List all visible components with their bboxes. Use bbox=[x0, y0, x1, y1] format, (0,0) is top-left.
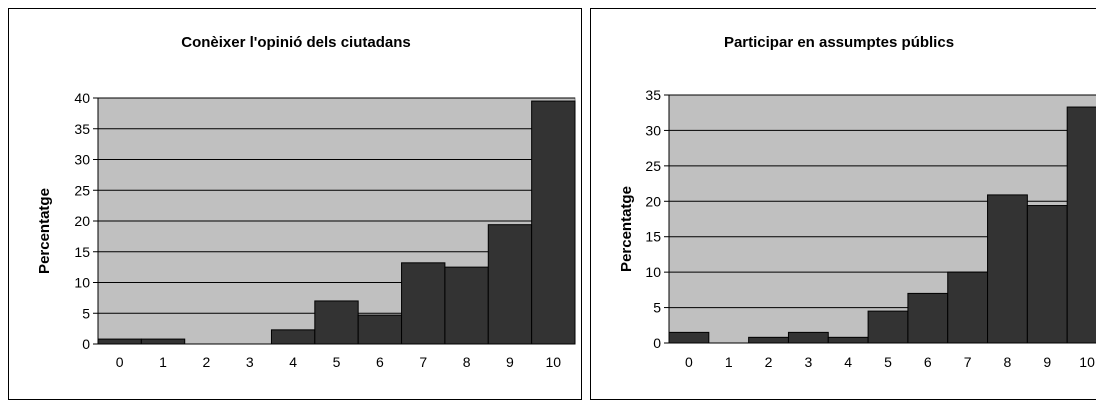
bar bbox=[444, 266, 489, 345]
y-tick-label: 30 bbox=[645, 122, 661, 138]
x-tick-label: 10 bbox=[546, 354, 562, 370]
x-tick-label: 0 bbox=[116, 354, 124, 370]
x-tick-label: 3 bbox=[246, 354, 254, 370]
bar bbox=[401, 262, 446, 345]
bar bbox=[140, 338, 186, 345]
y-tick-label: 10 bbox=[645, 264, 661, 280]
x-tick-label: 0 bbox=[685, 354, 693, 370]
bar bbox=[531, 100, 576, 345]
y-axis-label: Percentatge bbox=[618, 186, 635, 272]
x-tick-label: 2 bbox=[765, 354, 773, 370]
bar bbox=[314, 300, 359, 345]
x-tick-label: 9 bbox=[506, 354, 514, 370]
x-tick-label: 8 bbox=[1004, 354, 1012, 370]
bar bbox=[357, 314, 403, 345]
x-tick-label: 9 bbox=[1043, 354, 1051, 370]
bar bbox=[787, 331, 829, 344]
y-tick-label: 40 bbox=[74, 90, 90, 106]
x-tick-label: 4 bbox=[844, 354, 852, 370]
y-tick-label: 15 bbox=[74, 244, 90, 260]
bar bbox=[487, 224, 533, 345]
y-tick-label: 35 bbox=[645, 87, 661, 103]
x-tick-label: 5 bbox=[333, 354, 341, 370]
x-tick-label: 5 bbox=[884, 354, 892, 370]
y-tick-label: 25 bbox=[645, 158, 661, 174]
chart-svg-participar: Participar en assumptes públics Percenta… bbox=[618, 34, 1096, 370]
y-tick-label: 20 bbox=[74, 213, 90, 229]
bar bbox=[987, 194, 1028, 344]
chart-title: Conèixer l'opinió dels ciutadans bbox=[181, 34, 410, 51]
x-tick-label: 2 bbox=[203, 354, 211, 370]
x-tick-label: 4 bbox=[289, 354, 297, 370]
y-axis-label: Percentatge bbox=[36, 188, 53, 274]
bar bbox=[947, 271, 989, 344]
y-tick-label: 5 bbox=[82, 305, 90, 321]
bar bbox=[748, 336, 789, 344]
y-tick-label: 10 bbox=[74, 275, 90, 291]
chart-title: Participar en assumptes públics bbox=[724, 34, 954, 51]
x-tick-label: 3 bbox=[804, 354, 812, 370]
x-tick-label: 8 bbox=[463, 354, 471, 370]
bar bbox=[1066, 106, 1096, 344]
y-tick-label: 35 bbox=[74, 121, 90, 137]
y-tick-label: 30 bbox=[74, 152, 90, 168]
x-tick-label: 7 bbox=[964, 354, 972, 370]
chart-panel-participar: Participar en assumptes públics Percenta… bbox=[590, 8, 1096, 400]
x-tick-label: 6 bbox=[376, 354, 384, 370]
chart-panel-opinio: Conèixer l'opinió dels ciutadans Percent… bbox=[8, 8, 582, 400]
y-tick-label: 0 bbox=[653, 335, 661, 351]
y-tick-label: 15 bbox=[645, 229, 661, 245]
bar bbox=[907, 292, 949, 344]
x-tick-label: 10 bbox=[1079, 354, 1095, 370]
bar bbox=[668, 331, 710, 344]
bar bbox=[97, 338, 142, 345]
bar bbox=[1026, 205, 1068, 344]
y-tick-label: 25 bbox=[74, 182, 90, 198]
bar bbox=[827, 336, 869, 344]
y-tick-label: 0 bbox=[82, 336, 90, 352]
chart-svg-opinio: Conèixer l'opinió dels ciutadans Percent… bbox=[36, 34, 576, 370]
x-tick-label: 6 bbox=[924, 354, 932, 370]
y-tick-label: 5 bbox=[653, 300, 661, 316]
x-tick-label: 1 bbox=[159, 354, 167, 370]
x-tick-label: 1 bbox=[725, 354, 733, 370]
bar bbox=[867, 310, 909, 344]
y-tick-label: 20 bbox=[645, 193, 661, 209]
x-tick-label: 7 bbox=[419, 354, 427, 370]
bar bbox=[270, 329, 316, 345]
